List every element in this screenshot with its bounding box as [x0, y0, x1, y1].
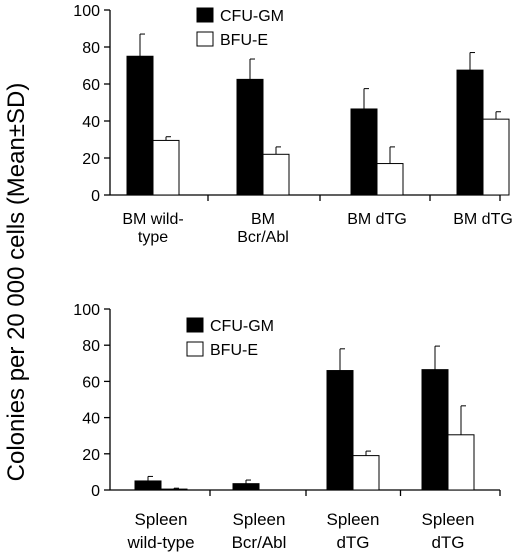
chart-panel-2: 0 20 40 60 80 100 Spleen wild-type Spleen Bcr/Abl… [73, 302, 501, 552]
y-tick-label: 100 [73, 3, 100, 20]
y-tick-label: 20 [82, 447, 100, 464]
x-tick-label: dTG [336, 533, 369, 552]
bar-bfu-e [152, 139, 180, 196]
y-tick-label: 0 [91, 188, 100, 205]
bar-cfu-gm [456, 69, 484, 196]
x-tick-label: Bcr/Abl [232, 533, 287, 552]
bar-bfu-e [376, 163, 404, 196]
bar-cfu-gm [326, 370, 354, 491]
y-tick-label: 20 [82, 151, 100, 168]
x-tick-label: BM [251, 211, 275, 228]
bar-cfu-gm [126, 55, 154, 196]
y-tick-label: 100 [73, 302, 100, 319]
y-axis-title: Colonies per 20 000 cells (Mean±SD) [3, 83, 30, 482]
x-tick-label: Bcr/Abl [237, 229, 289, 246]
x-tick-label: type [138, 229, 168, 246]
bar-cfu-gm [232, 483, 260, 491]
legend-swatch [196, 31, 214, 47]
bar-bfu-e [160, 488, 188, 491]
y-tick-label: 60 [82, 77, 100, 94]
bar-cfu-gm [350, 108, 378, 196]
legend-label: BFU-E [220, 32, 268, 49]
x-tick-label: wild-type [126, 533, 194, 552]
y-tick-label: 40 [82, 114, 100, 131]
y-tick-label: 0 [91, 483, 100, 500]
legend-label: CFU-GM [220, 8, 284, 25]
bar-cfu-gm [421, 369, 449, 491]
x-tick-label: BM wild- [122, 211, 183, 228]
y-tick-label: 40 [82, 411, 100, 428]
y-tick-label: 80 [82, 338, 100, 355]
x-tick-label: BM dTG [347, 211, 407, 228]
bar-bfu-e [447, 434, 475, 491]
bar-cfu-gm [236, 78, 264, 196]
x-tick-label: Spleen [233, 510, 286, 529]
bar-cfu-gm [134, 480, 162, 491]
x-tick-label: dTG [431, 533, 464, 552]
bar-bfu-e [352, 455, 380, 491]
bar-bfu-e [482, 118, 510, 196]
legend-swatch [186, 341, 204, 357]
y-tick-label: 60 [82, 374, 100, 391]
legend-label: CFU-GM [210, 318, 274, 335]
legend-label: BFU-E [210, 342, 258, 359]
y-tick-label: 80 [82, 40, 100, 57]
x-tick-label: Spleen [327, 510, 380, 529]
legend-swatch [196, 7, 214, 23]
legend-swatch [186, 317, 204, 333]
x-tick-label: Spleen [422, 510, 475, 529]
bar-bfu-e [262, 153, 290, 196]
x-tick-label: BM dTG [453, 211, 513, 228]
x-tick-label: Spleen [135, 510, 188, 529]
